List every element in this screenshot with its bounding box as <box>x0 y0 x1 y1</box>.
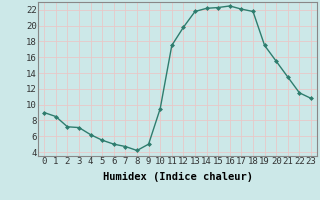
X-axis label: Humidex (Indice chaleur): Humidex (Indice chaleur) <box>103 172 252 182</box>
